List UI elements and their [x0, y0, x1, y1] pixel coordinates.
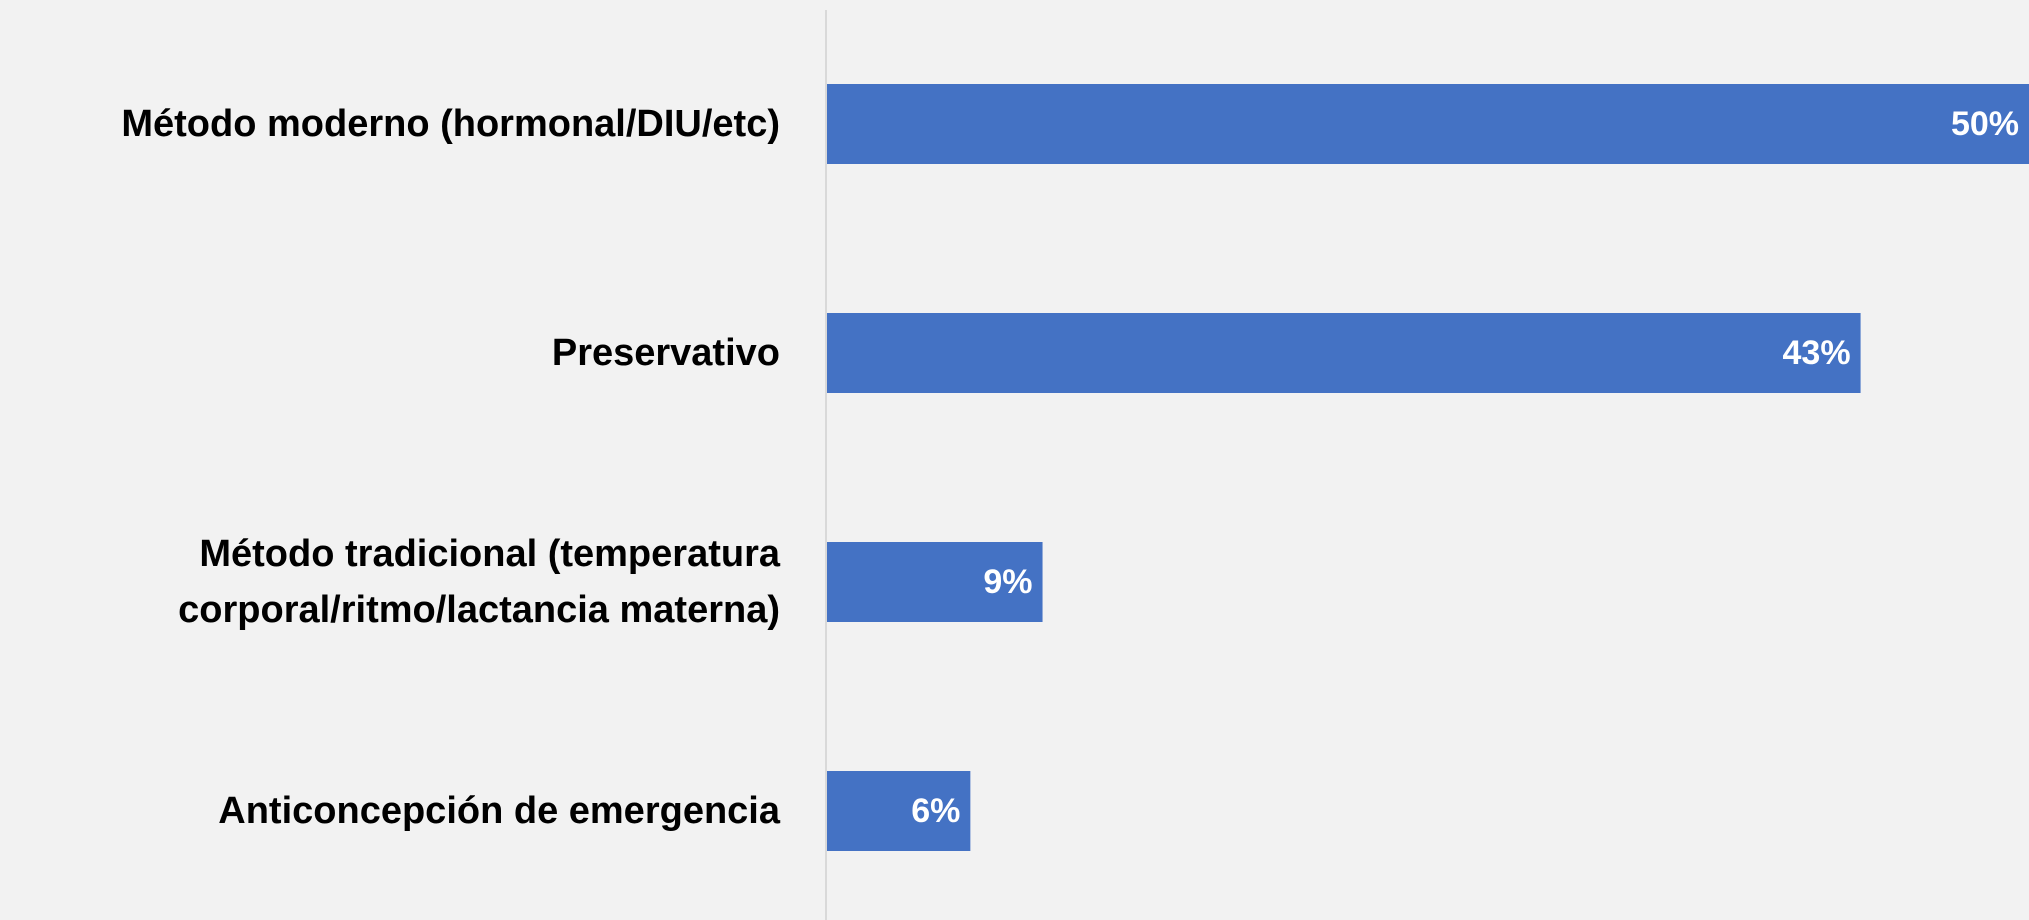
category-label: Método tradicional (temperatura corporal…	[178, 533, 780, 631]
bar	[826, 313, 1861, 393]
data-label: 6%	[911, 792, 960, 830]
data-label: 43%	[1783, 334, 1851, 372]
category-label: Método moderno (hormonal/DIU/etc)	[121, 103, 780, 145]
bar	[826, 84, 2029, 164]
bar	[826, 771, 971, 851]
data-label: 9%	[983, 563, 1032, 601]
bar	[826, 542, 1043, 622]
data-label: 50%	[1951, 105, 2019, 143]
category-label: Anticoncepción de emergencia	[218, 790, 780, 832]
category-label: Preservativo	[551, 332, 780, 374]
